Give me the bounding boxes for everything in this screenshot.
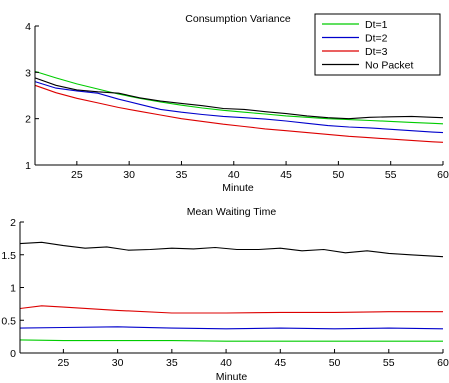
y-tick-label: 0 <box>10 348 16 360</box>
x-tick-label: 30 <box>123 169 135 181</box>
y-tick-label: 1 <box>10 283 16 295</box>
y-tick-label: 4 <box>25 21 31 33</box>
chart-title: Consumption Variance <box>185 13 291 25</box>
x-tick-label: 30 <box>112 357 124 369</box>
x-tick-label: 25 <box>58 357 70 369</box>
x-tick-label: 35 <box>176 169 188 181</box>
legend-label-1: Dt=1 <box>365 19 388 31</box>
x-tick-label: 35 <box>166 357 178 369</box>
y-tick-label: 0.5 <box>1 315 16 327</box>
chart-title: Mean Waiting Time <box>187 206 277 218</box>
series-line-3 <box>19 305 443 314</box>
y-tick-label: 1 <box>25 160 31 172</box>
series-line-2 <box>19 326 444 330</box>
x-tick-label: 45 <box>274 357 286 369</box>
x-tick-label: 60 <box>437 169 449 181</box>
y-tick-label: 1.5 <box>1 250 16 262</box>
legend-label-2: Dt=2 <box>365 33 388 45</box>
x-axis-label: Minute <box>222 182 254 194</box>
series-line-2 <box>34 81 444 134</box>
series-line-4 <box>34 77 444 120</box>
x-tick-label: 55 <box>385 169 397 181</box>
legend: Dt=1 Dt=2Dt=3 No Packet <box>314 13 441 76</box>
chart-1: 25 30 35 40 45 50 55 60 1 2 3 4 Consumption Variance… <box>25 13 449 194</box>
x-tick-label: 55 <box>383 357 395 369</box>
x-tick-label: 40 <box>228 169 240 181</box>
series-line-4 <box>19 241 444 258</box>
x-axis-label: Minute <box>216 371 248 383</box>
y-tick-label: 2 <box>10 217 16 229</box>
x-tick-label: 40 <box>220 357 232 369</box>
legend-label-4: No Packet <box>365 60 414 72</box>
series-line-3 <box>34 84 444 143</box>
x-tick-label: 60 <box>437 357 449 369</box>
series-line-1 <box>34 70 444 125</box>
x-tick-label: 50 <box>329 357 341 369</box>
series-line-1 <box>19 339 443 342</box>
y-tick-label: 3 <box>25 67 31 79</box>
chart-2: 25 30 35 40 45 50 55 60 0 0.5 1 1.5 2 Mean Waiting Ti… <box>1 206 449 383</box>
x-tick-label: 50 <box>333 169 345 181</box>
x-tick-label: 25 <box>71 169 83 181</box>
y-tick-label: 2 <box>25 114 31 126</box>
x-tick-label: 45 <box>280 169 292 181</box>
legend-label-3: Dt=3 <box>365 46 388 58</box>
